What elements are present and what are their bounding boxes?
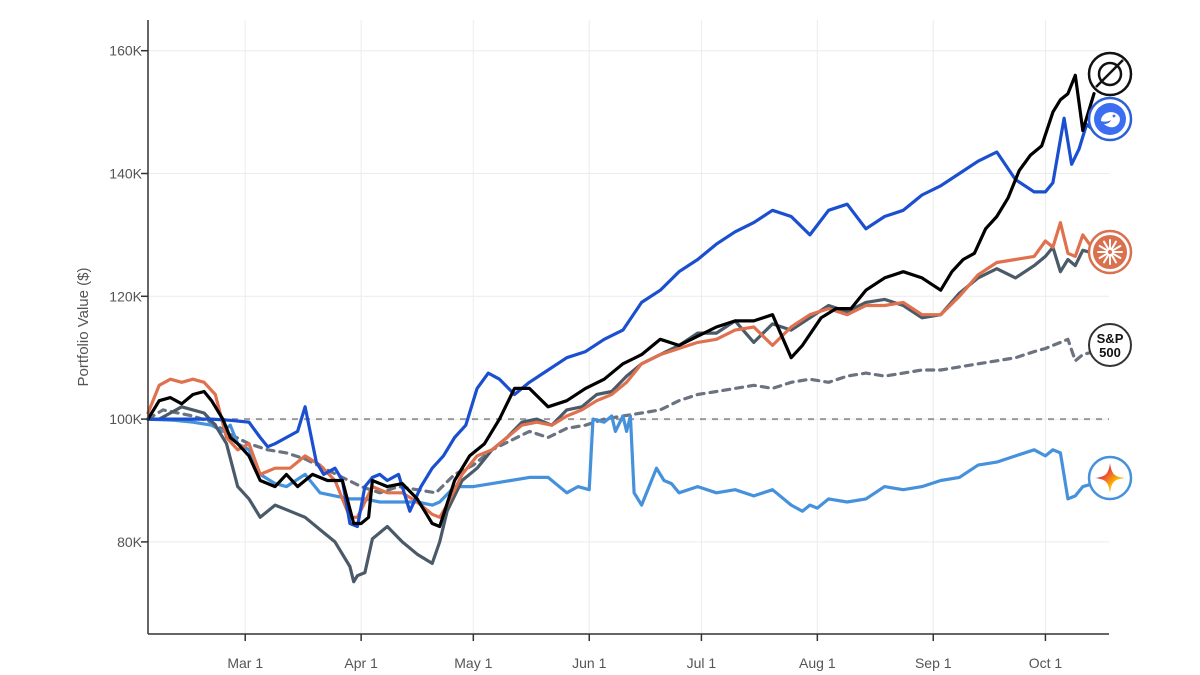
grok-badge	[1087, 51, 1133, 97]
x-tick-label: Mar 1	[227, 655, 263, 671]
series-line-5	[146, 337, 1096, 495]
y-tick-label: 100K	[109, 411, 142, 427]
series-line-2	[146, 221, 1096, 519]
grok-icon	[1095, 59, 1124, 88]
x-tick-label: Aug 1	[799, 655, 836, 671]
y-tick-label: 140K	[109, 166, 142, 182]
claude-starburst-icon	[1093, 235, 1127, 269]
starburst-ray	[1110, 240, 1117, 251]
y-tick-label: 120K	[109, 288, 142, 304]
gemini-badge	[1087, 455, 1133, 501]
axes	[147, 20, 1109, 635]
sp500-badge-line2: 500	[1099, 345, 1121, 360]
deepseek-whale-icon	[1094, 103, 1126, 135]
x-axis-ticks: Mar 1 Apr 1 May 1 Jun 1 Jul 1 Aug 1 Sep 1 Oct 1	[227, 634, 1062, 671]
y-axis-ticks: 80K 100K 120K 140K 160K	[109, 43, 148, 550]
sp500-badge-line1: S&P	[1097, 331, 1124, 346]
y-tick-label: 160K	[109, 43, 142, 59]
starburst-ray	[1111, 245, 1122, 252]
sp500-badge: S&P 500	[1088, 323, 1132, 367]
x-tick-label: Sep 1	[915, 655, 952, 671]
series-line-4	[146, 414, 1096, 513]
series-line-0	[146, 116, 1096, 529]
y-axis-title: Portfolio Value ($)	[75, 268, 92, 387]
starburst-ray	[1103, 240, 1110, 251]
deepseek-badge	[1087, 96, 1133, 142]
gemini-sparkle-icon	[1095, 463, 1125, 493]
starburst-ray	[1098, 245, 1109, 252]
series-line-1	[146, 73, 1096, 529]
starburst-ray	[1111, 252, 1122, 259]
starburst-ray	[1110, 253, 1117, 264]
x-tick-label: Oct 1	[1029, 655, 1063, 671]
x-tick-label: May 1	[454, 655, 492, 671]
starburst-ray	[1098, 252, 1109, 259]
x-tick-label: Jun 1	[572, 655, 606, 671]
claude-badge	[1087, 229, 1133, 275]
series-line-3	[146, 245, 1096, 584]
starburst-ray	[1103, 253, 1110, 264]
x-tick-label: Apr 1	[344, 655, 378, 671]
grid-lines	[148, 20, 1109, 634]
x-tick-label: Jul 1	[687, 655, 717, 671]
y-tick-label: 80K	[117, 534, 143, 550]
series-layer	[146, 73, 1096, 584]
